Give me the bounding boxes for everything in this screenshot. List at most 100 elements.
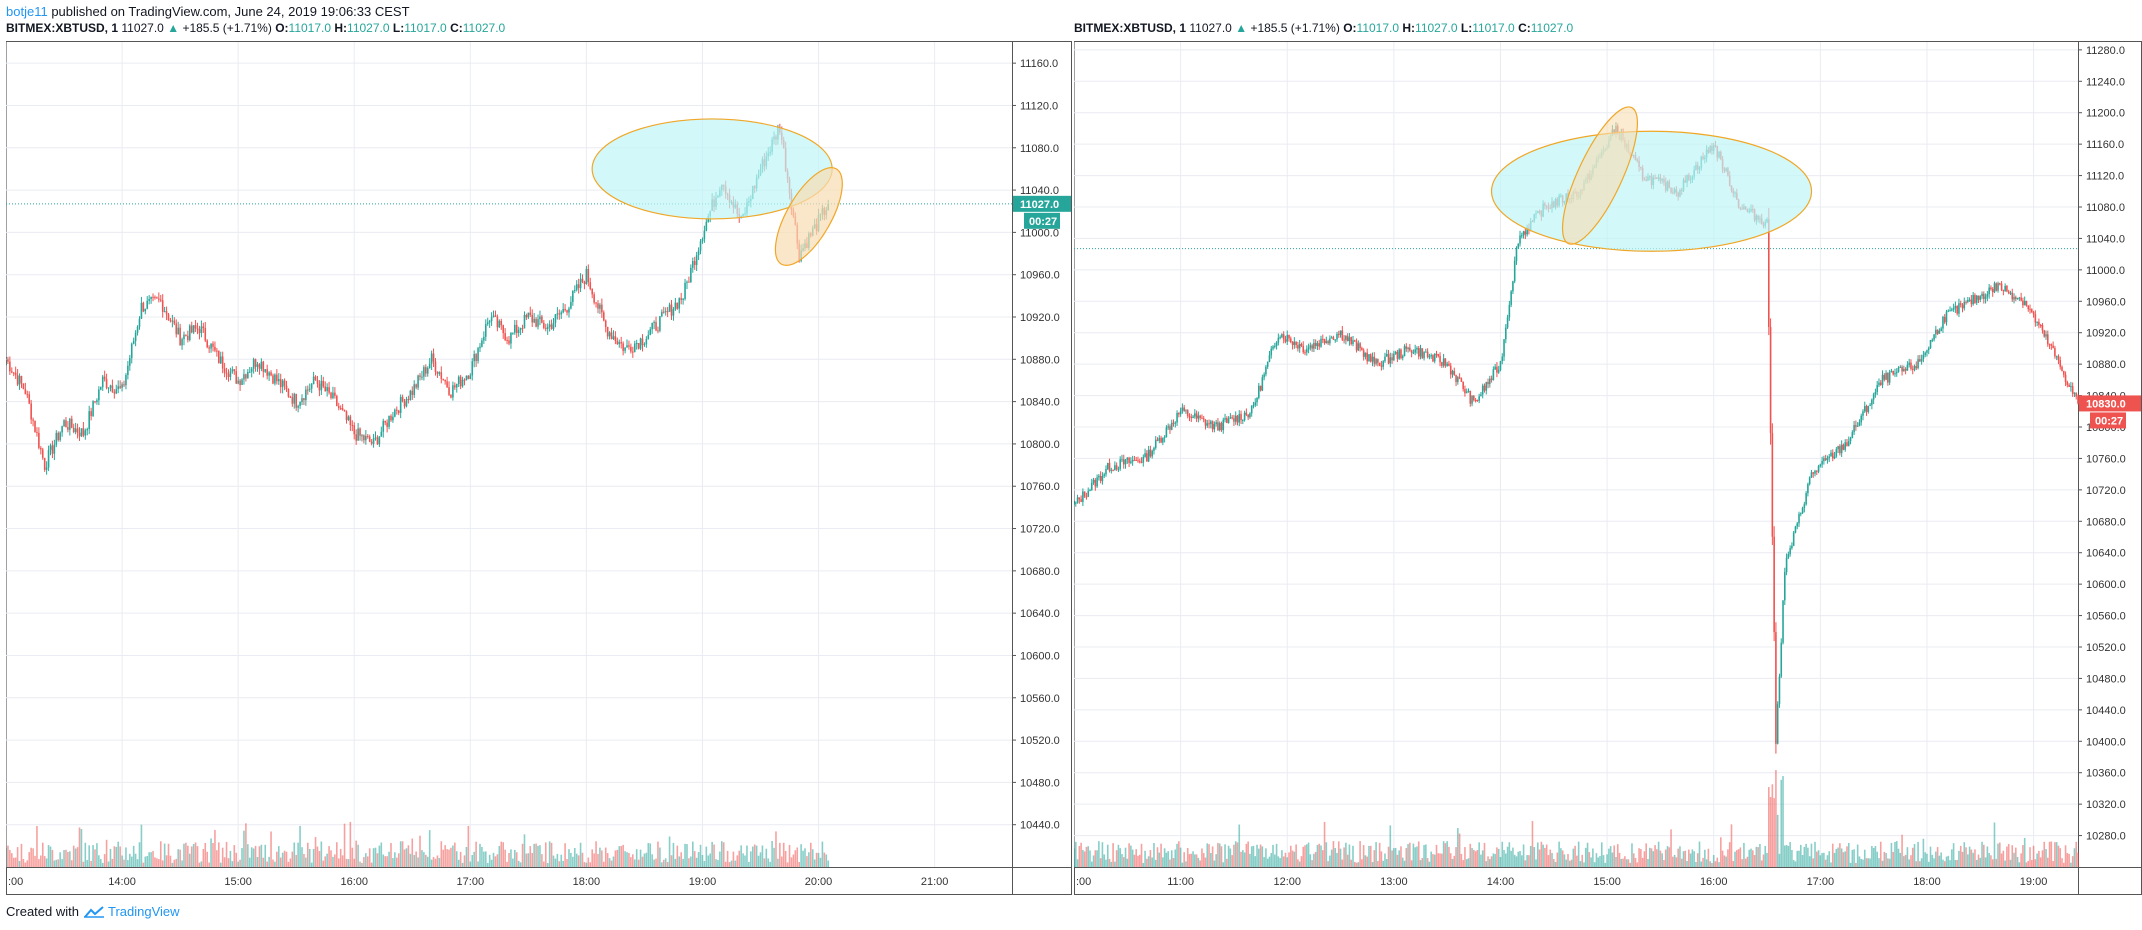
- volume-bar: [1789, 842, 1791, 867]
- candle-body: [473, 354, 475, 362]
- volume-bar: [1831, 843, 1834, 867]
- volume-bar: [492, 852, 495, 867]
- volume-bar: [241, 848, 243, 867]
- volume-bar: [813, 859, 816, 867]
- volume-bar: [1988, 852, 1990, 867]
- candle-body: [1138, 461, 1141, 463]
- candle-body: [525, 315, 528, 318]
- candle-body: [94, 401, 96, 403]
- volume-bar: [1398, 850, 1400, 867]
- candlestick-chart-right[interactable]: 11280.011240.011200.011160.011120.011080…: [1074, 0, 2142, 895]
- volume-bar: [670, 855, 673, 867]
- candle-body: [1366, 352, 1369, 362]
- candle-body: [1385, 353, 1388, 357]
- volume-bar: [475, 841, 477, 867]
- candle-body: [1430, 355, 1432, 357]
- candle-body: [490, 317, 493, 321]
- volume-bar: [1394, 847, 1397, 867]
- chart-panel-left[interactable]: BITMEX:XBTUSD, 1 11027.0 ▲ +185.5 (+1.71…: [6, 0, 1072, 895]
- candle-body: [1245, 412, 1248, 415]
- volume-bar: [543, 861, 545, 867]
- candle-body: [500, 320, 503, 326]
- candle-body: [1426, 351, 1429, 357]
- candle-body: [1204, 419, 1207, 426]
- candle-body: [2046, 334, 2049, 345]
- volume-bar: [392, 858, 394, 867]
- candle-body: [1828, 456, 1831, 459]
- volume-bar: [1995, 858, 1998, 867]
- volume-bar: [1318, 843, 1321, 867]
- candle-body: [1112, 469, 1114, 471]
- volume-bar: [1105, 859, 1107, 867]
- candle-body: [1842, 444, 1845, 450]
- volume-bar: [1977, 854, 1980, 867]
- candle-body: [1217, 422, 1219, 431]
- x-tick-label: 16:00: [1700, 876, 1728, 888]
- volume-bar: [1574, 845, 1576, 867]
- volume-bar: [322, 860, 325, 867]
- volume-bar: [608, 858, 611, 867]
- candle-body: [1505, 327, 1507, 340]
- high-value: 11027.0: [347, 21, 390, 35]
- candle-body: [461, 379, 464, 387]
- candle-body: [471, 361, 474, 376]
- candle-body: [2006, 285, 2008, 292]
- tradingview-logo[interactable]: TradingView: [83, 904, 180, 919]
- volume-bar: [1814, 841, 1816, 867]
- chart-panel-right[interactable]: BITMEX:XBTUSD, 1 11027.0 ▲ +185.5 (+1.71…: [1074, 0, 2142, 895]
- candle-body: [107, 387, 110, 389]
- countdown-label: 00:27: [1029, 216, 1057, 228]
- candle-body: [239, 380, 241, 385]
- y-tick-label: 11160.0: [1020, 58, 1058, 70]
- volume-bar: [1712, 855, 1715, 867]
- author-link[interactable]: botje11: [6, 4, 48, 19]
- volume-bar: [810, 842, 812, 867]
- candle-body: [1178, 412, 1180, 415]
- candle-body: [612, 336, 615, 340]
- candle-body: [1142, 456, 1145, 463]
- volume-bar: [527, 853, 530, 867]
- candle-body: [691, 261, 694, 268]
- candlestick-chart-left[interactable]: 11160.011120.011080.011040.011000.010960…: [6, 0, 1072, 895]
- candle-body: [274, 374, 276, 384]
- volume-bar: [1405, 848, 1408, 867]
- candle-body: [1101, 476, 1104, 481]
- candle-body: [1799, 513, 1802, 515]
- volume-bar: [736, 855, 739, 867]
- ellipse-drawing-small[interactable]: [762, 158, 855, 275]
- volume-bar: [626, 852, 628, 867]
- candle-body: [1202, 418, 1205, 420]
- candle-body: [504, 333, 506, 341]
- volume-bar: [1259, 844, 1262, 867]
- volume-bar: [1883, 851, 1886, 867]
- ellipse-drawing-small[interactable]: [1548, 98, 1651, 253]
- volume-bar: [1897, 848, 1900, 867]
- candle-body: [1074, 502, 1077, 504]
- volume-bar: [1935, 851, 1937, 867]
- volume-bar: [1270, 853, 1273, 867]
- candle-body: [11, 371, 13, 373]
- open-label: O:: [275, 21, 289, 35]
- volume-bar: [1206, 843, 1209, 867]
- candle-body: [1133, 459, 1136, 461]
- volume-bar: [1695, 861, 1697, 867]
- candle-body: [283, 380, 286, 386]
- volume-bar: [779, 842, 781, 867]
- candle-body: [1967, 299, 1969, 303]
- volume-bar: [1776, 814, 1779, 867]
- volume-bar: [1263, 857, 1265, 867]
- candle-body: [43, 457, 46, 470]
- candle-body: [1769, 327, 1772, 434]
- candle-body: [183, 334, 185, 340]
- volume-bar: [185, 842, 187, 867]
- volume-bar: [1449, 853, 1452, 867]
- volume-bar: [1442, 841, 1445, 867]
- volume-bar: [1119, 848, 1122, 867]
- volume-bar: [1798, 850, 1800, 867]
- volume-bar: [1721, 850, 1724, 867]
- volume-bar: [1611, 852, 1614, 867]
- candle-body: [1119, 459, 1122, 469]
- volume-bar: [1931, 854, 1934, 867]
- ellipse-drawing[interactable]: [1490, 130, 1813, 252]
- candle-body: [645, 338, 648, 345]
